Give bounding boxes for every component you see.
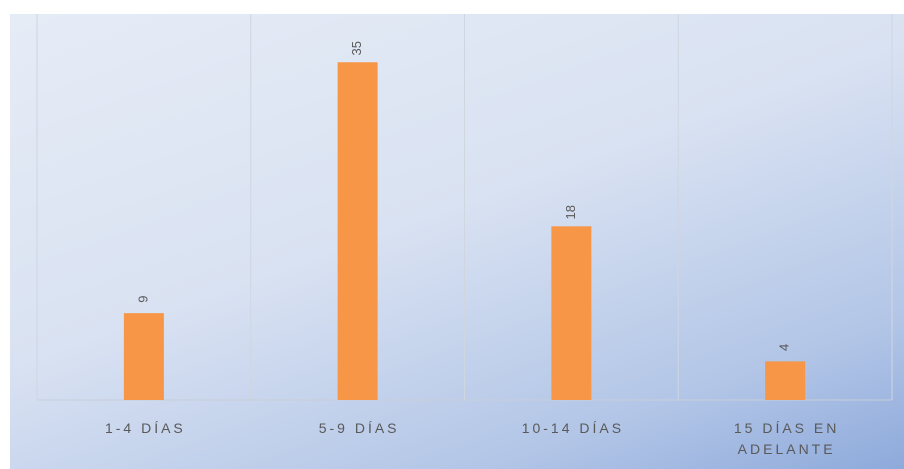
data-label: 35 [349,41,364,55]
x-tick-label: 10-14 DÍAS [521,420,625,436]
data-label: 4 [777,344,792,351]
bar [337,62,378,400]
bar [551,226,592,400]
x-tick-label: 1-4 DÍAS [104,420,186,436]
x-tick-label: 15 DÍAS EN ADELANTE [733,420,840,457]
x-tick-label: 5-9 DÍAS [318,420,400,436]
data-label: 9 [135,296,150,303]
bar [123,313,164,400]
bar [765,361,806,400]
data-label: 18 [563,205,578,219]
